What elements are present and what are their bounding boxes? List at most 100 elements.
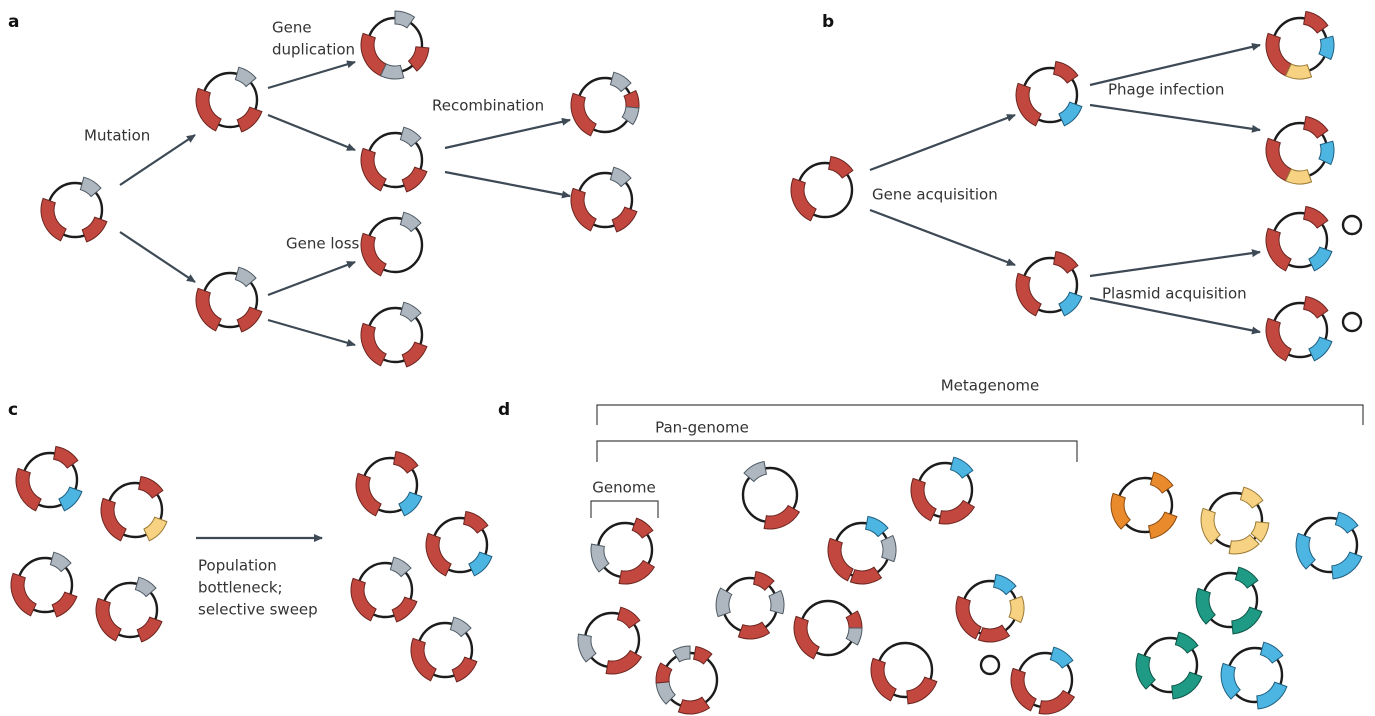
gene-block xyxy=(794,616,819,658)
arrow xyxy=(1090,252,1260,276)
gene-block xyxy=(950,457,973,478)
annotation: selective sweep xyxy=(198,601,318,619)
gene-block xyxy=(1059,102,1082,126)
annotation: Gene acquisition xyxy=(872,186,998,204)
gene-variant xyxy=(716,588,732,617)
gene-block xyxy=(464,512,488,534)
bracket-label: Genome xyxy=(592,479,655,497)
gene-block xyxy=(361,33,386,75)
gene-block xyxy=(1111,493,1130,529)
gene-block xyxy=(196,288,221,330)
arrow xyxy=(268,262,355,295)
gene-block xyxy=(139,477,163,499)
arrow xyxy=(268,115,355,150)
arrow xyxy=(870,210,1015,265)
annotation: duplication xyxy=(272,41,355,59)
gene-block xyxy=(54,447,78,469)
gene-block xyxy=(144,517,167,541)
gene-block xyxy=(101,498,126,540)
gene-block xyxy=(59,487,82,511)
gene-block xyxy=(237,307,262,332)
gene-block xyxy=(829,157,853,179)
gene-block xyxy=(617,607,640,628)
gene-variant xyxy=(881,536,896,562)
gene-block xyxy=(52,592,77,617)
gene-block xyxy=(1266,138,1291,180)
arrow xyxy=(870,115,1015,170)
panel-label: c xyxy=(8,400,18,420)
gene-block xyxy=(1054,62,1078,84)
gene-block xyxy=(1050,647,1073,668)
gene-block xyxy=(978,625,1009,642)
arrow xyxy=(445,172,570,196)
gene-block xyxy=(394,452,418,474)
gene-block xyxy=(361,233,386,275)
gene-block xyxy=(1016,83,1041,125)
gene-block xyxy=(1172,672,1202,699)
gene-block xyxy=(1304,117,1328,139)
gene-block xyxy=(196,88,221,130)
gene-block xyxy=(1335,512,1358,533)
gene-block xyxy=(237,107,262,132)
gene-block xyxy=(1332,552,1362,579)
gene-block xyxy=(1257,682,1287,709)
gene-block xyxy=(1296,533,1315,569)
gene-block xyxy=(571,188,596,230)
gene-block xyxy=(16,468,41,510)
arrow xyxy=(445,120,570,148)
plasmid xyxy=(1343,313,1361,331)
annotation: Gene loss xyxy=(286,235,360,253)
gene-block xyxy=(1232,607,1262,634)
gene-block xyxy=(469,552,492,576)
gene-block xyxy=(1266,228,1291,270)
annotation: Plasmid acquisition xyxy=(1102,285,1247,303)
gene-block xyxy=(939,501,974,525)
gene-block xyxy=(678,697,709,714)
annotation: Population xyxy=(198,557,277,575)
gene-block xyxy=(612,207,637,232)
gene-block xyxy=(1149,512,1177,538)
plasmid xyxy=(981,656,999,674)
gene-block xyxy=(1240,487,1263,508)
gene-block xyxy=(632,518,653,538)
gene-block xyxy=(1039,691,1074,715)
gene-block xyxy=(571,93,596,135)
gene-block xyxy=(356,473,381,515)
gene-block xyxy=(402,342,427,367)
gene-block xyxy=(850,567,881,584)
gene-block xyxy=(828,538,853,580)
gene-block xyxy=(1266,33,1291,75)
gene-block xyxy=(399,492,422,516)
gene-block xyxy=(1054,252,1078,274)
gene-block xyxy=(619,561,654,585)
gene-block xyxy=(402,167,427,192)
gene-block xyxy=(1309,247,1332,271)
gene-variant xyxy=(395,11,415,28)
panel-label: a xyxy=(8,12,19,32)
gene-block xyxy=(351,578,376,620)
bracket xyxy=(597,441,1077,462)
gene-block xyxy=(907,677,937,704)
gene-block xyxy=(1319,36,1334,59)
gene-variant xyxy=(673,646,690,662)
panel-label: d xyxy=(498,400,510,420)
arrow xyxy=(1090,105,1260,130)
gene-block xyxy=(846,611,862,628)
annotation: Mutation xyxy=(84,127,150,145)
gene-block xyxy=(1309,337,1332,361)
figure: a b c d Mutation Gene duplication Recomb… xyxy=(0,0,1375,716)
gene-block xyxy=(1266,318,1291,360)
gene-block xyxy=(606,651,641,675)
gene-block xyxy=(1221,663,1240,699)
bracket xyxy=(591,501,658,518)
gene-block xyxy=(1059,292,1082,316)
gene-block xyxy=(392,597,417,622)
gene-block xyxy=(1319,141,1334,164)
gene-block xyxy=(1304,207,1328,229)
arrow xyxy=(268,62,355,88)
gene-variant xyxy=(769,591,784,614)
gene-block xyxy=(1260,642,1283,663)
panel-label: b xyxy=(822,12,834,32)
gene-block xyxy=(361,323,386,365)
gene-block xyxy=(624,91,639,108)
